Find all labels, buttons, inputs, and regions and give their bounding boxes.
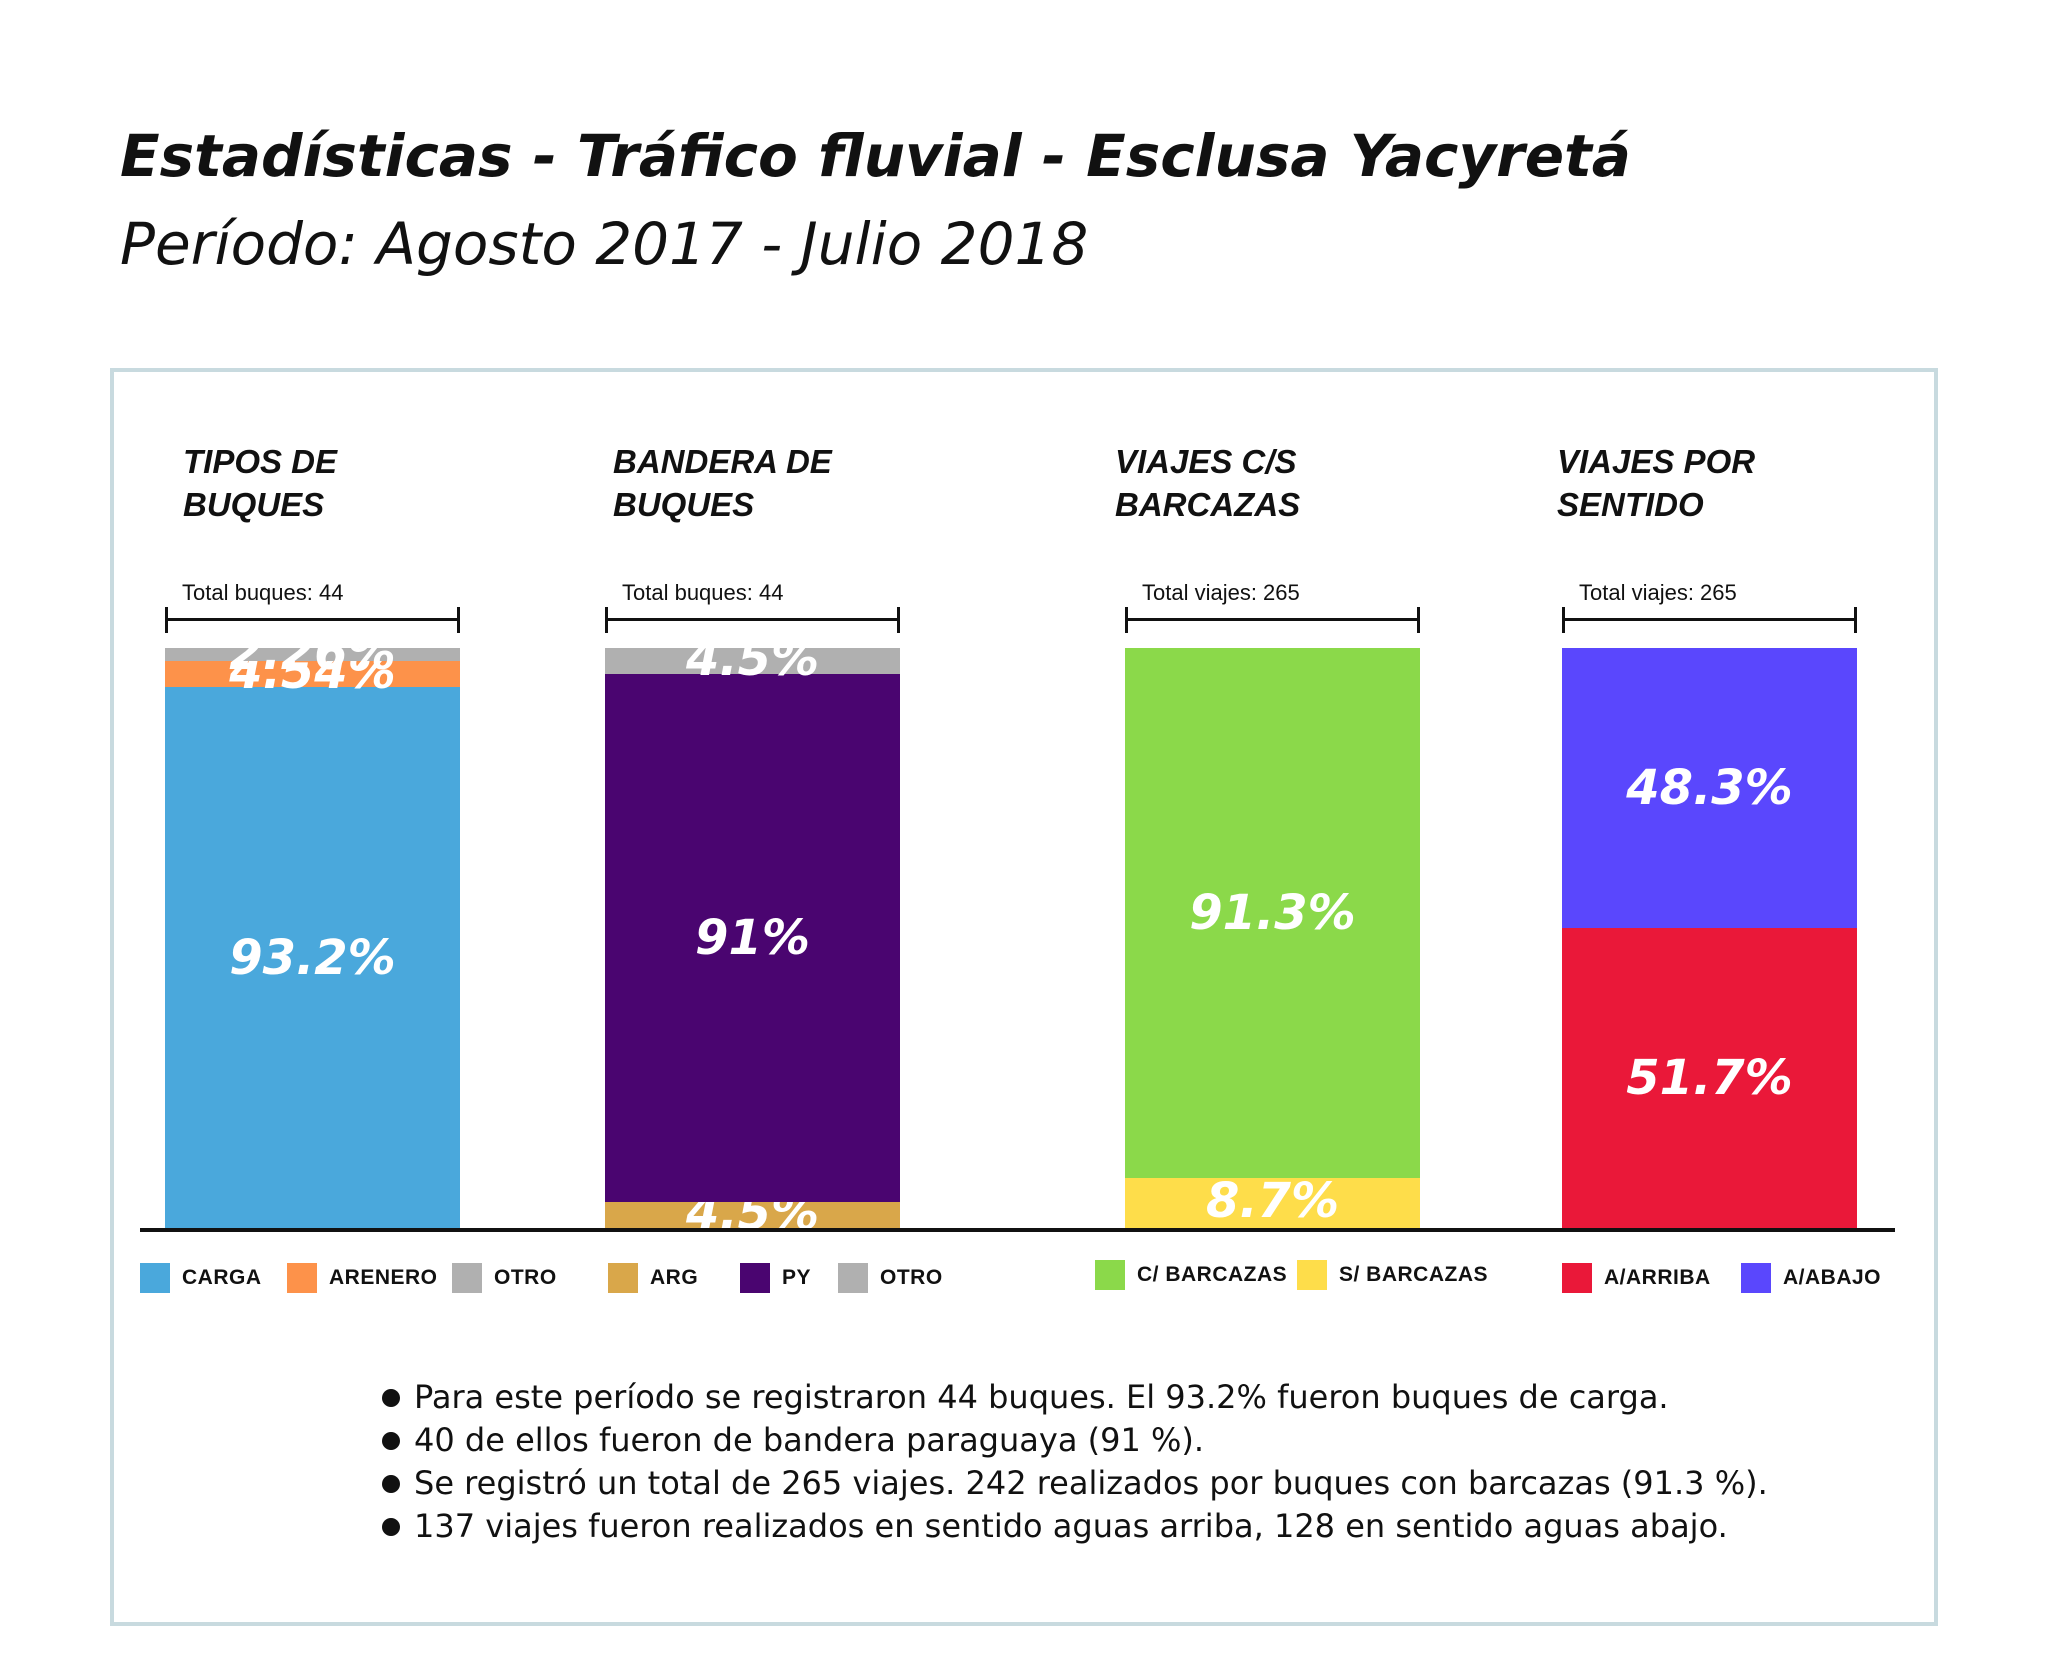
page-title: Estadísticas - Tráfico fluvial - Esclusa… bbox=[120, 122, 1631, 190]
legend-swatch bbox=[1095, 1260, 1125, 1290]
chart-baseline bbox=[140, 1228, 1895, 1232]
bar-segment-c-barcazas: 91.3% bbox=[1125, 648, 1420, 1178]
legend-swatch bbox=[140, 1263, 170, 1293]
legend-label: C/ BARCAZAS bbox=[1137, 1263, 1288, 1286]
chart-title-line: SENTIDO bbox=[1557, 486, 1704, 523]
legend-label: PY bbox=[782, 1266, 812, 1289]
chart-title-line: TIPOS DE bbox=[183, 443, 338, 480]
data-label: 4.5% bbox=[685, 631, 820, 687]
legend-swatch bbox=[1741, 1263, 1771, 1293]
data-label: 48.3% bbox=[1626, 760, 1793, 816]
legend-item: PY bbox=[740, 1263, 811, 1293]
data-label: 91% bbox=[695, 910, 810, 966]
chart-title-line: VIAJES POR bbox=[1557, 443, 1756, 480]
bar-segment-py: 91% bbox=[605, 674, 900, 1202]
legend-swatch bbox=[608, 1263, 638, 1293]
chart-title-line: BUQUES bbox=[613, 486, 755, 523]
legend-item: CARGA bbox=[140, 1263, 262, 1293]
data-label: 2.26% bbox=[229, 624, 396, 681]
legend-swatch bbox=[452, 1263, 482, 1293]
note-text: Se registró un total de 265 viajes. 242 … bbox=[414, 1464, 1768, 1502]
legend-item: ARENERO bbox=[287, 1263, 438, 1293]
bar-segment-carga: 93.2% bbox=[165, 687, 460, 1228]
data-label: 8.7% bbox=[1205, 1173, 1340, 1229]
total-bracket bbox=[165, 607, 460, 633]
note-item: Para este período se registraron 44 buqu… bbox=[382, 1376, 1768, 1419]
bullet-icon bbox=[382, 1474, 400, 1493]
data-label: 51.7% bbox=[1626, 1050, 1793, 1106]
legend-swatch bbox=[838, 1263, 868, 1293]
bar-segment-otro: 4.5% bbox=[605, 631, 900, 687]
legend-label: OTRO bbox=[880, 1266, 943, 1289]
legend-swatch bbox=[1562, 1263, 1592, 1293]
total-label: Total viajes: 265 bbox=[1579, 580, 1737, 605]
data-label: 93.2% bbox=[229, 929, 396, 986]
legend-item: ARG bbox=[608, 1263, 698, 1293]
note-item: 40 de ellos fueron de bandera paraguaya … bbox=[382, 1419, 1768, 1462]
bar-segment-arg: 4.5% bbox=[605, 1185, 900, 1241]
legend-item: C/ BARCAZAS bbox=[1095, 1260, 1287, 1290]
total-bracket bbox=[1125, 607, 1420, 633]
legend-label: A/ABAJO bbox=[1783, 1266, 1882, 1289]
note-text: 40 de ellos fueron de bandera paraguaya … bbox=[414, 1421, 1205, 1459]
legend-label: S/ BARCAZAS bbox=[1339, 1263, 1489, 1286]
legend-swatch bbox=[287, 1263, 317, 1293]
legend-item: A/ARRIBA bbox=[1562, 1263, 1711, 1293]
total-bracket bbox=[605, 607, 900, 633]
chart-title: VIAJES C/S BARCAZAS bbox=[1115, 440, 1300, 526]
note-item: 137 viajes fueron realizados en sentido … bbox=[382, 1505, 1768, 1548]
chart-title-line: BANDERA DE bbox=[613, 443, 832, 480]
legend-item: OTRO bbox=[838, 1263, 943, 1293]
page-subtitle: Período: Agosto 2017 - Julio 2018 bbox=[120, 210, 1089, 278]
bullet-icon bbox=[382, 1431, 400, 1450]
note-text: Para este período se registraron 44 buqu… bbox=[414, 1378, 1669, 1416]
data-label: 91.3% bbox=[1189, 885, 1356, 941]
bar-segment-s-barcazas: 8.7% bbox=[1125, 1173, 1420, 1229]
legend-label: ARG bbox=[650, 1266, 699, 1289]
note-item: Se registró un total de 265 viajes. 242 … bbox=[382, 1462, 1768, 1505]
bar-segment-otro: 2.26% bbox=[165, 625, 460, 681]
legend-label: A/ARRIBA bbox=[1604, 1266, 1711, 1289]
chart-title-line: VIAJES C/S bbox=[1115, 443, 1297, 480]
chart-title-line: BARCAZAS bbox=[1115, 486, 1301, 523]
total-label: Total buques: 44 bbox=[182, 580, 344, 605]
legend-swatch bbox=[1297, 1260, 1327, 1290]
bar-segment-a-arriba: 51.7% bbox=[1562, 928, 1857, 1228]
note-text: 137 viajes fueron realizados en sentido … bbox=[414, 1507, 1728, 1545]
bullet-icon bbox=[382, 1388, 400, 1407]
total-label: Total buques: 44 bbox=[622, 580, 784, 605]
chart-frame bbox=[110, 368, 1938, 1626]
bullet-icon bbox=[382, 1517, 400, 1536]
notes-list: Para este período se registraron 44 buqu… bbox=[382, 1376, 1768, 1548]
chart-title: TIPOS DE BUQUES bbox=[183, 440, 337, 526]
legend-label: CARGA bbox=[182, 1266, 262, 1289]
total-label: Total viajes: 265 bbox=[1142, 580, 1300, 605]
legend-swatch bbox=[740, 1263, 770, 1293]
total-bracket bbox=[1562, 607, 1857, 633]
legend-item: OTRO bbox=[452, 1263, 557, 1293]
legend-label: OTRO bbox=[494, 1266, 557, 1289]
chart-title-line: BUQUES bbox=[183, 486, 325, 523]
legend-item: S/ BARCAZAS bbox=[1297, 1260, 1488, 1290]
legend-label: ARENERO bbox=[329, 1266, 438, 1289]
legend-item: A/ABAJO bbox=[1741, 1263, 1881, 1293]
chart-title: BANDERA DE BUQUES bbox=[613, 440, 832, 526]
chart-title: VIAJES POR SENTIDO bbox=[1557, 440, 1755, 526]
bar-segment-a-abajo: 48.3% bbox=[1562, 648, 1857, 928]
